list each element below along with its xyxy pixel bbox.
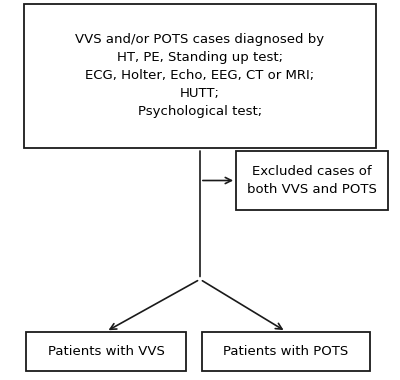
FancyBboxPatch shape [24, 4, 376, 148]
FancyBboxPatch shape [236, 151, 388, 210]
Text: Excluded cases of
both VVS and POTS: Excluded cases of both VVS and POTS [247, 165, 377, 196]
FancyBboxPatch shape [26, 331, 186, 372]
Text: VVS and/or POTS cases diagnosed by
HT, PE, Standing up test;
ECG, Holter, Echo, : VVS and/or POTS cases diagnosed by HT, P… [76, 33, 324, 119]
Text: Patients with POTS: Patients with POTS [223, 345, 349, 358]
FancyBboxPatch shape [202, 331, 370, 372]
Text: Patients with VVS: Patients with VVS [48, 345, 164, 358]
